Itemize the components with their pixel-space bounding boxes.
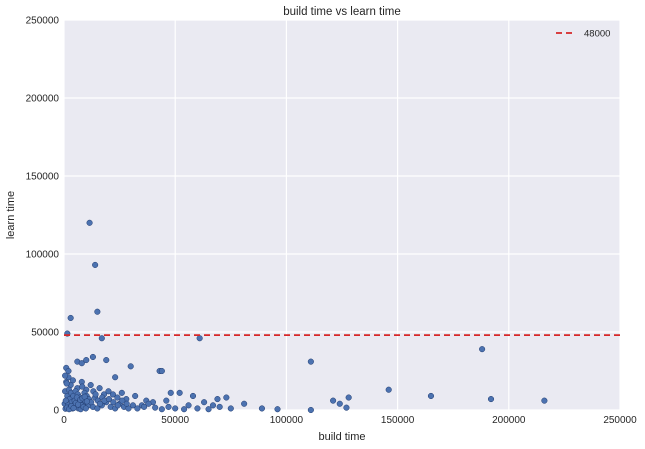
y-tick-label: 50000 xyxy=(31,328,59,339)
data-point xyxy=(86,219,93,226)
data-point xyxy=(167,389,174,396)
data-point xyxy=(70,405,77,412)
data-point xyxy=(83,357,90,364)
data-point xyxy=(223,394,230,401)
data-point xyxy=(487,396,495,403)
x-tick-label: 0 xyxy=(61,415,67,426)
data-point xyxy=(79,383,86,390)
data-point xyxy=(227,405,234,412)
data-point xyxy=(185,402,192,409)
data-point xyxy=(141,403,148,410)
data-point xyxy=(345,394,352,401)
data-point xyxy=(241,400,248,407)
data-point xyxy=(94,405,101,412)
data-point xyxy=(385,386,392,393)
data-point xyxy=(89,353,96,361)
data-point xyxy=(181,406,188,413)
data-point xyxy=(201,399,208,406)
data-point xyxy=(96,400,104,407)
x-tick-label: 50000 xyxy=(161,415,189,426)
data-point xyxy=(165,403,172,410)
plot-area xyxy=(64,20,620,410)
y-tick-label: 200000 xyxy=(26,94,60,105)
data-point xyxy=(152,404,159,411)
data-point xyxy=(65,367,72,375)
data-point xyxy=(129,402,136,409)
data-point xyxy=(541,397,548,404)
y-axis-label: learn time xyxy=(5,191,17,239)
legend-label: 48000 xyxy=(584,29,610,40)
x-axis-label: build time xyxy=(318,431,365,443)
data-point xyxy=(62,372,69,379)
data-point xyxy=(274,406,281,413)
data-point xyxy=(172,405,179,412)
data-point xyxy=(114,394,121,401)
data-point xyxy=(145,400,152,407)
data-point xyxy=(103,357,110,364)
data-point xyxy=(307,358,314,365)
data-point xyxy=(194,405,201,412)
x-tick-label: 250000 xyxy=(603,415,637,426)
data-point xyxy=(343,404,350,411)
data-point xyxy=(205,406,212,413)
legend: 48000 xyxy=(556,29,610,40)
data-point xyxy=(114,402,121,409)
y-axis-ticks: 0 50000 100000 150000 200000 250000 xyxy=(26,16,60,417)
data-point xyxy=(307,406,314,414)
data-point xyxy=(63,380,70,387)
data-point xyxy=(105,388,112,395)
data-point xyxy=(92,261,99,268)
data-point xyxy=(118,389,125,396)
data-point xyxy=(479,346,486,353)
data-point xyxy=(92,391,99,398)
data-point xyxy=(94,308,101,315)
data-point xyxy=(123,400,130,407)
data-point xyxy=(209,402,217,409)
data-point xyxy=(189,392,197,400)
data-point xyxy=(67,314,74,322)
data-point xyxy=(78,360,85,367)
data-point xyxy=(132,392,139,400)
data-point xyxy=(96,385,103,392)
y-tick-label: 0 xyxy=(53,406,59,417)
data-point xyxy=(330,397,337,404)
data-points xyxy=(61,219,548,414)
x-tick-label: 200000 xyxy=(492,415,526,426)
y-tick-label: 150000 xyxy=(26,172,60,183)
data-point xyxy=(87,381,94,389)
data-point xyxy=(196,335,203,342)
data-point xyxy=(214,396,221,403)
data-point xyxy=(258,405,265,412)
data-point xyxy=(98,335,105,342)
data-point xyxy=(82,405,89,412)
data-point xyxy=(163,397,170,404)
chart-title: build time vs learn time xyxy=(283,6,401,18)
data-point xyxy=(105,396,112,403)
x-tick-label: 100000 xyxy=(270,415,304,426)
x-axis-ticks: 0 50000 100000 150000 200000 250000 xyxy=(61,415,637,426)
data-point xyxy=(109,391,116,398)
data-point xyxy=(158,406,165,413)
data-point xyxy=(216,403,223,410)
y-tick-label: 250000 xyxy=(26,16,60,27)
data-point xyxy=(110,399,117,406)
y-tick-label: 100000 xyxy=(26,250,60,261)
data-point xyxy=(83,398,90,405)
data-point xyxy=(158,367,165,375)
data-point xyxy=(134,405,141,412)
data-point xyxy=(119,397,126,404)
data-point xyxy=(176,389,183,396)
data-point xyxy=(427,392,435,400)
data-point xyxy=(112,374,119,381)
data-point xyxy=(127,363,134,370)
x-tick-label: 150000 xyxy=(381,415,415,426)
data-point xyxy=(336,400,343,407)
